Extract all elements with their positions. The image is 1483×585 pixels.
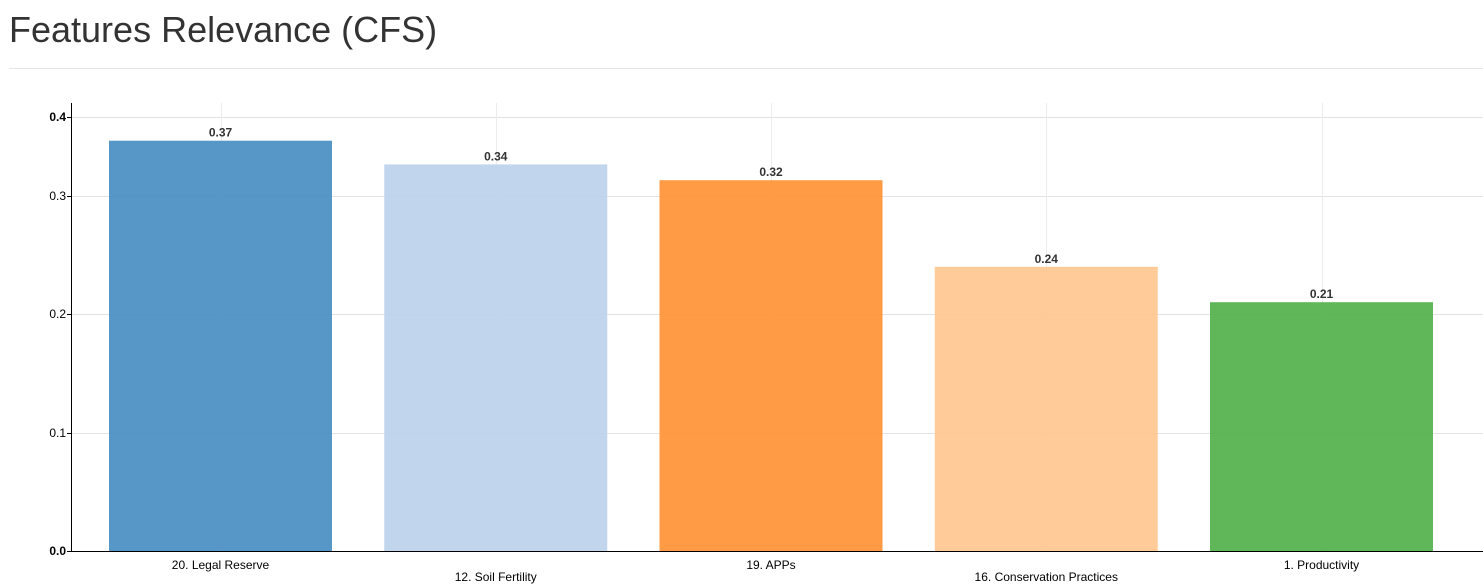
- bar-value-label: 0.37: [209, 126, 233, 140]
- bar: [109, 140, 332, 551]
- label-layer: 20. Legal Reserve 12. Soil Fertility 19. A…: [172, 126, 1359, 584]
- y-tick-label: 0.4: [49, 110, 66, 124]
- y-tick-label: 0.0: [49, 544, 66, 558]
- x-category-label: 20. Legal Reserve: [172, 558, 270, 572]
- y-tick-label: 0.1: [49, 426, 66, 440]
- axis-layer: 0.0 0.1 0.2 0.3 0.4: [49, 103, 1483, 558]
- y-tick-label: 0.2: [49, 307, 66, 321]
- bar: [384, 164, 608, 551]
- x-category-label: 12. Soil Fertility: [455, 570, 537, 584]
- x-category-label: 16. Conservation Practices: [975, 570, 1118, 584]
- bar-value-label: 0.32: [759, 165, 783, 179]
- page-title: Features Relevance (CFS): [9, 9, 438, 50]
- bar-value-label: 0.34: [484, 149, 508, 163]
- bar: [659, 180, 883, 551]
- x-category-label: 19. APPs: [746, 558, 795, 572]
- bar-value-label: 0.21: [1310, 287, 1334, 301]
- bar: [934, 266, 1158, 551]
- bar-layer: [109, 140, 1433, 551]
- title-divider: [9, 68, 1483, 69]
- bar-value-label: 0.24: [1035, 252, 1059, 266]
- bar: [1210, 302, 1433, 551]
- y-tick-label: 0.3: [49, 189, 66, 203]
- x-category-label: 1. Productivity: [1284, 558, 1359, 572]
